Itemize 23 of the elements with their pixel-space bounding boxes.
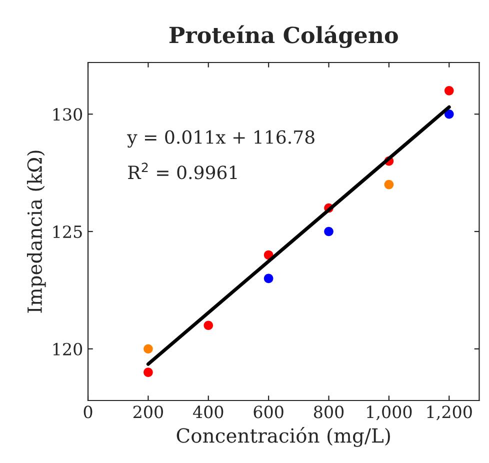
annotation: y = 0.011x + 116.78 bbox=[127, 130, 314, 148]
y-tick-label: 130 bbox=[53, 108, 82, 121]
x-tick-label: 800 bbox=[314, 406, 344, 418]
x-tick-label: 400 bbox=[192, 406, 224, 418]
x-tick-label: 200 bbox=[133, 406, 164, 418]
point bbox=[144, 344, 153, 354]
point bbox=[444, 109, 454, 119]
x-tick-label: 600 bbox=[254, 406, 284, 418]
annotation: R$^{2}$ = 0.9961 bbox=[128, 162, 237, 180]
y-tick-label: 125 bbox=[53, 225, 82, 238]
point bbox=[144, 368, 153, 377]
chart-title: Proteína Colágeno bbox=[169, 25, 398, 48]
x-tick-label: 1,200 bbox=[427, 406, 472, 420]
y-axis-title: Impedancia (kΩ) bbox=[26, 150, 46, 313]
point bbox=[444, 86, 454, 96]
point bbox=[264, 274, 274, 284]
point bbox=[204, 320, 214, 330]
y-tick-label: 120 bbox=[53, 342, 82, 356]
point bbox=[324, 226, 334, 236]
x-tick-label: 1,000 bbox=[367, 406, 412, 420]
point bbox=[384, 180, 394, 190]
x-tick-label: 0 bbox=[84, 406, 92, 418]
x-axis-title: Concentración (mg/L) bbox=[176, 427, 390, 447]
